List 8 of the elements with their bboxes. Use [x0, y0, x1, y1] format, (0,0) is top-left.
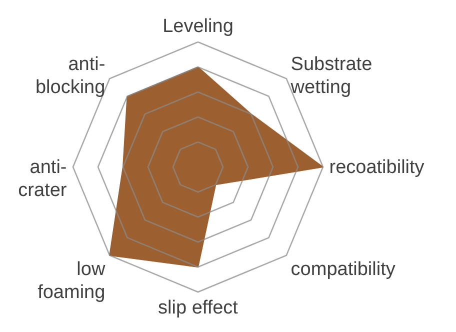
spoke-label: low foaming [38, 258, 106, 303]
spoke-label: anti- blocking [35, 54, 106, 98]
spoke-label: Substrate wetting [290, 54, 372, 98]
spoke-label: compatibility [290, 258, 396, 280]
spoke-label: recoatibility [329, 157, 425, 178]
spoke-label: anti- crater [18, 157, 68, 201]
spoke-label: slip effect [158, 297, 239, 318]
spoke-label: Leveling [162, 16, 234, 37]
